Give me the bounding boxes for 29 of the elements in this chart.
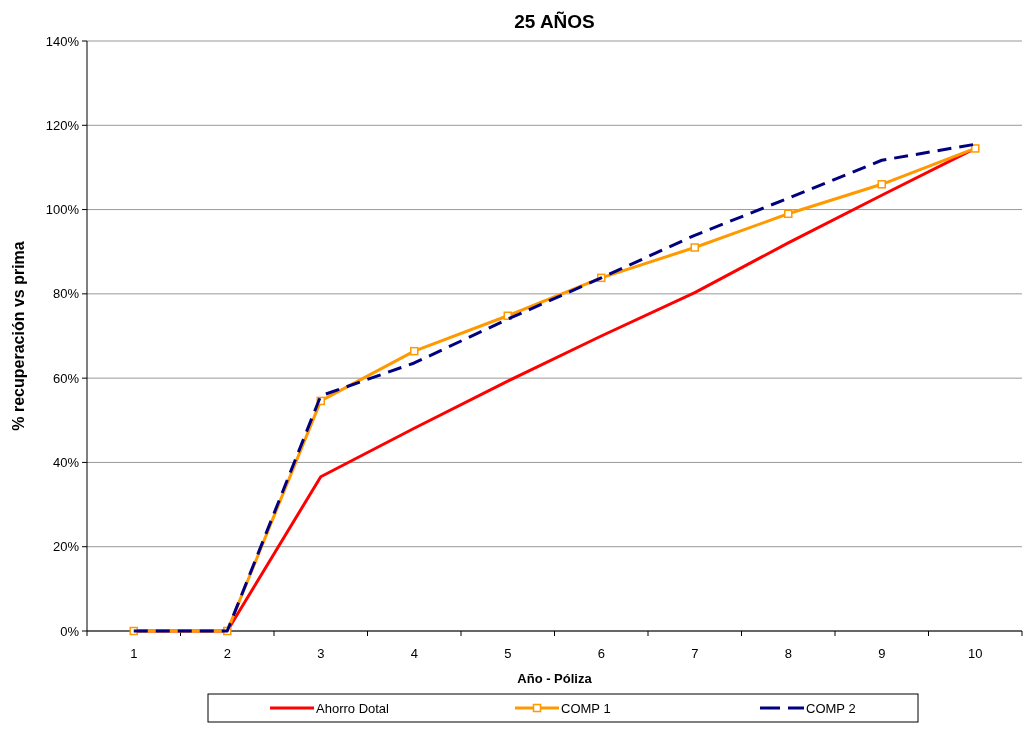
point xyxy=(877,180,886,189)
x-tick-label: 1 xyxy=(130,646,138,661)
x-tick-label: 6 xyxy=(597,646,605,661)
x-axis-title: Año - Póliza xyxy=(517,671,593,686)
y-tick-label: 140% xyxy=(45,33,80,49)
x-tick-label: 9 xyxy=(878,646,886,661)
x-tick-label: 7 xyxy=(691,646,699,661)
y-tick-label: 60% xyxy=(52,370,80,386)
legend-label: COMP 1 xyxy=(561,700,611,716)
y-tick-label: 80% xyxy=(52,286,80,302)
point xyxy=(410,346,419,356)
y-tick-label: 20% xyxy=(52,539,80,555)
chart-title: 25 AÑOS xyxy=(514,11,595,32)
x-tick-label: 3 xyxy=(317,646,325,661)
x-tick-label: 2 xyxy=(223,646,231,661)
x-tick-label: 8 xyxy=(784,646,792,661)
x-tick-label: 5 xyxy=(504,646,512,661)
y-tick-label: 100% xyxy=(45,202,80,218)
y-tick-label: 40% xyxy=(52,454,80,470)
point xyxy=(784,209,793,219)
point xyxy=(690,243,699,252)
legend-label: Ahorro Dotal xyxy=(316,700,390,716)
legend-label: COMP 2 xyxy=(806,700,856,716)
y-tick-label: 0% xyxy=(60,623,80,639)
y-axis-title: % recuperación vs prima xyxy=(10,241,27,431)
x-tick-label: 4 xyxy=(410,646,418,661)
point xyxy=(971,144,980,153)
x-tick-label: 10 xyxy=(968,646,983,661)
y-tick-label: 120% xyxy=(45,117,80,133)
